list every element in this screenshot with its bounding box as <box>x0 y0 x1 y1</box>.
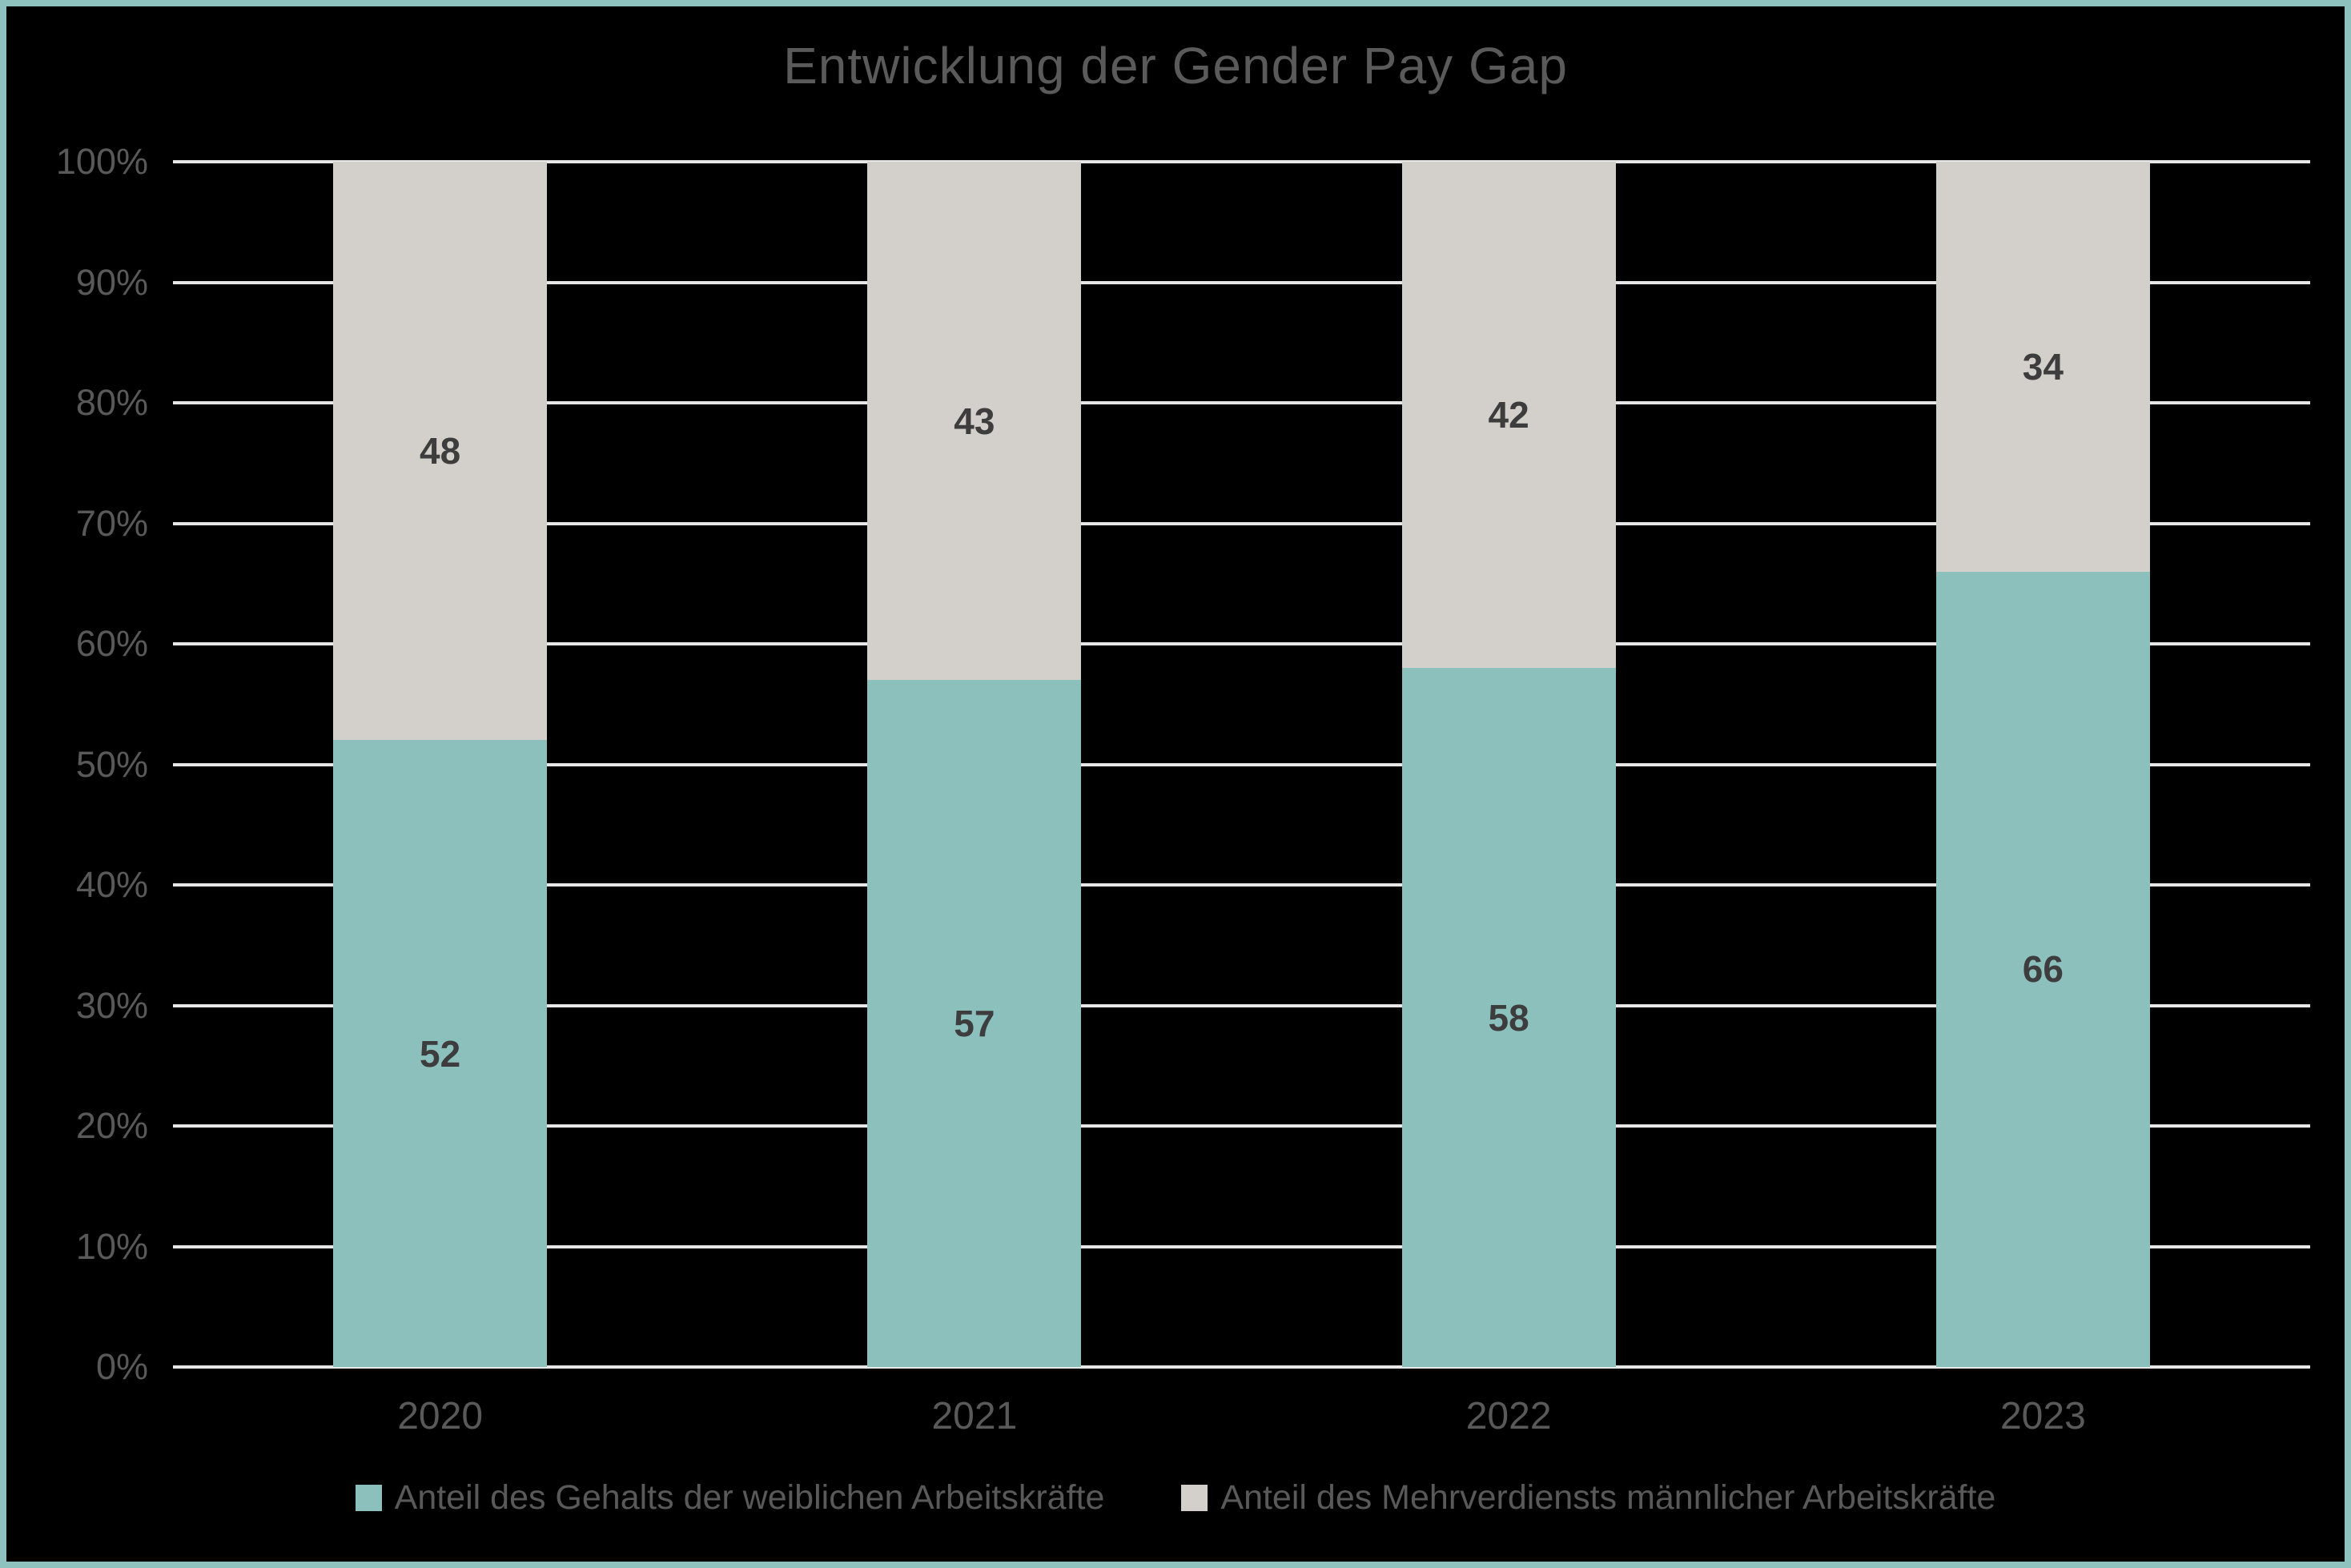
y-tick-label-30: 30% <box>75 984 148 1026</box>
y-tick-label-40: 40% <box>75 864 148 905</box>
bar-segment-2022-series-0 <box>1401 668 1616 1367</box>
gridline-60 <box>173 642 2310 645</box>
bar-segment-2023-series-0 <box>1935 571 2150 1367</box>
y-tick-label-100: 100% <box>55 141 148 182</box>
gridline-20 <box>173 1124 2310 1128</box>
x-tick-label-2022: 2022 <box>1465 1395 1552 1437</box>
y-tick-label-80: 80% <box>75 382 148 423</box>
bar-data-label-2021-series-0: 57 <box>954 1003 995 1045</box>
chart-title: Entwicklung der Gender Pay Gap <box>783 37 1568 94</box>
bar-data-label-2020-series-0: 52 <box>420 1032 461 1075</box>
gridline-10 <box>173 1244 2310 1248</box>
bar-data-label-2023-series-0: 66 <box>2022 948 2064 991</box>
y-tick-label-20: 20% <box>75 1105 148 1146</box>
x-tick-label-2020: 2020 <box>397 1395 484 1437</box>
y-tick-label-10: 10% <box>75 1225 148 1267</box>
bar-segment-2020-series-1 <box>333 162 548 741</box>
bar-data-label-2022-series-0: 58 <box>1488 996 1529 1039</box>
gridline-0 <box>173 1365 2310 1369</box>
gridline-90 <box>173 280 2310 284</box>
bar-segment-2022-series-1 <box>1401 162 1616 669</box>
y-tick-label-70: 70% <box>75 502 148 544</box>
y-tick-label-60: 60% <box>75 623 148 664</box>
gridline-100 <box>173 160 2310 163</box>
gridline-50 <box>173 762 2310 766</box>
plot-area: 52 48 57 43 58 42 66 34 <box>173 160 2310 1369</box>
bar-segment-2021-series-1 <box>867 162 1082 681</box>
y-tick-label-50: 50% <box>75 743 148 785</box>
legend-label-male-extra-earnings: Anteil des Mehrverdiensts männlicher Arb… <box>1220 1478 1996 1517</box>
legend: Anteil des Gehalts der weiblichen Arbeit… <box>0 1478 2351 1518</box>
gridline-40 <box>173 883 2310 887</box>
bar-segment-2023-series-1 <box>1935 162 2150 572</box>
y-tick-label-0: 0% <box>95 1346 148 1387</box>
bar-data-label-2020-series-1: 48 <box>420 430 461 472</box>
bar-data-label-2023-series-1: 34 <box>2022 345 2064 388</box>
legend-label-female-share: Anteil des Gehalts der weiblichen Arbeit… <box>394 1478 1105 1517</box>
legend-swatch-female-share <box>355 1485 382 1511</box>
x-tick-label-2023: 2023 <box>1999 1395 2086 1437</box>
legend-item-female-share: Anteil des Gehalts der weiblichen Arbeit… <box>355 1478 1105 1518</box>
gridline-30 <box>173 1003 2310 1007</box>
bar-segment-2021-series-0 <box>867 680 1082 1367</box>
y-tick-label-90: 90% <box>75 261 148 303</box>
legend-item-male-extra-earnings: Anteil des Mehrverdiensts männlicher Arb… <box>1181 1478 1995 1518</box>
x-tick-label-2021: 2021 <box>931 1395 1018 1437</box>
bar-data-label-2021-series-1: 43 <box>954 400 995 442</box>
legend-swatch-male-extra-earnings <box>1181 1485 1208 1511</box>
bar-data-label-2022-series-1: 42 <box>1488 394 1529 436</box>
gridline-70 <box>173 521 2310 525</box>
gridline-80 <box>173 401 2310 404</box>
bar-segment-2020-series-0 <box>333 740 548 1367</box>
